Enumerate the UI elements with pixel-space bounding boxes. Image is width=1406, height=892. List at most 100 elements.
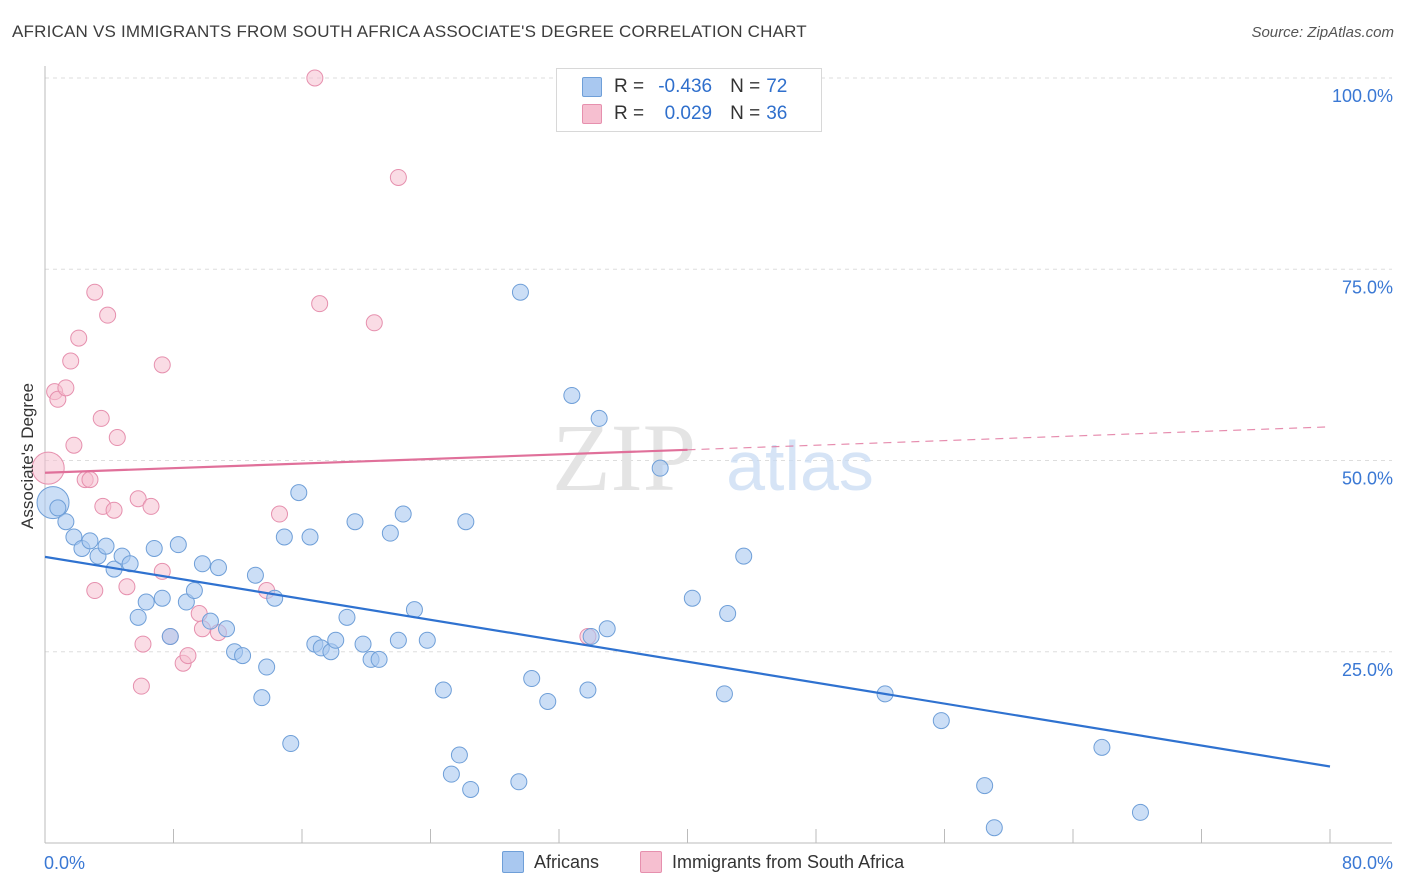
data-point-africans [563,386,581,404]
data-point-africans [145,539,163,557]
data-point-africans [57,513,75,531]
legend-swatch-immigrants [582,104,602,124]
data-point-africans [450,746,468,764]
data-point-immigrants [271,505,289,523]
data-point-africans [434,681,452,699]
series-africans-points [36,283,1149,837]
data-point-africans [590,409,608,427]
trend-line-africans [44,555,1331,768]
data-point-africans [193,555,211,573]
data-point-immigrants [105,501,123,519]
data-point-immigrants [132,677,150,695]
data-point-africans [1093,738,1111,756]
data-point-africans [129,608,147,626]
data-point-africans [523,670,541,688]
data-point-immigrants [62,352,80,370]
data-point-africans [301,528,319,546]
data-point-africans [579,681,597,699]
data-point-africans [582,627,600,645]
data-point-africans [282,735,300,753]
legend-item-africans: Africans [502,851,599,873]
data-point-africans [201,612,219,630]
legend-row-immigrants: R = 0.029 N = 36 [582,102,787,126]
data-point-africans [246,566,264,584]
data-point-africans [442,765,460,783]
data-point-africans [290,484,308,502]
data-point-africans [338,608,356,626]
data-point-africans [153,589,171,607]
data-point-africans [389,631,407,649]
data-point-immigrants [92,409,110,427]
x-tick-label: 0.0% [44,853,85,873]
data-point-africans [161,627,179,645]
data-point-africans [1131,803,1149,821]
data-point-immigrants [118,578,136,596]
legend-swatch-africans [582,77,602,97]
data-point-immigrants [86,283,104,301]
watermark-zip: ZIP [552,404,696,511]
data-point-africans [394,505,412,523]
data-point-africans [651,459,669,477]
chart-title: AFRICAN VS IMMIGRANTS FROM SOUTH AFRICA … [12,22,807,41]
tick-labels: 25.0% 50.0% 75.0% 100.0% 0.0% 80.0% [44,86,1393,873]
data-point-africans [510,773,528,791]
legend-item-immigrants: Immigrants from South Africa [640,851,904,873]
y-tick-label: 50.0% [1342,469,1393,489]
data-point-immigrants [86,582,104,600]
watermark: ZIP atlas [552,404,874,511]
data-point-africans [49,499,67,517]
watermark-atlas: atlas [726,427,874,505]
data-point-africans [169,536,187,554]
legend-row-africans: R = -0.436 N = 72 [582,75,787,99]
data-point-immigrants [70,329,88,347]
data-point-africans [932,712,950,730]
data-point-africans [598,620,616,638]
data-point-immigrants [31,451,65,485]
data-point-immigrants [108,429,126,447]
legend-n-label: N = [730,103,761,124]
y-axis-label: Associate's Degree [18,383,37,529]
data-point-immigrants [57,379,75,397]
data-point-immigrants [306,69,324,87]
data-point-immigrants [389,168,407,186]
data-point-immigrants [81,471,99,489]
data-point-immigrants [99,306,117,324]
data-point-africans [418,631,436,649]
legend-r-label: R = [614,103,645,124]
trend-line-immigrants [44,448,688,474]
data-point-africans [462,780,480,798]
data-point-africans [97,537,115,555]
legend-label-africans: Africans [534,851,600,872]
legend-r-value: -0.436 [658,76,713,97]
y-tick-label: 100.0% [1332,86,1393,106]
data-point-africans [735,547,753,565]
axes [44,66,1392,844]
data-point-africans [719,605,737,622]
data-point-africans [327,631,345,649]
legend-r-label: R = [614,76,645,97]
gridlines [45,77,1392,653]
data-point-africans [511,283,529,301]
legend-label-immigrants: Immigrants from South Africa [672,851,905,872]
trend-line-immigrants-extension [687,426,1331,451]
data-point-immigrants [65,436,83,454]
data-point-africans [137,593,155,611]
data-point-africans [209,559,227,577]
legend-n-value: 36 [766,103,788,124]
y-tick-label: 75.0% [1342,277,1393,297]
correlation-legend: R = -0.436 N = 72 R = 0.029 N = 36 [556,68,822,132]
data-point-africans [715,685,733,703]
data-point-africans [234,647,252,665]
data-point-africans [457,513,475,531]
data-point-africans [683,589,701,607]
data-point-africans [539,692,557,710]
data-point-africans [81,532,99,550]
series-legend: Africans Immigrants from South Africa [0,851,1406,877]
data-point-africans [985,819,1003,837]
data-point-immigrants [179,647,197,665]
data-point-africans [253,689,271,707]
legend-n-value: 72 [766,76,788,97]
data-point-africans [354,635,372,653]
data-point-africans [258,658,276,676]
